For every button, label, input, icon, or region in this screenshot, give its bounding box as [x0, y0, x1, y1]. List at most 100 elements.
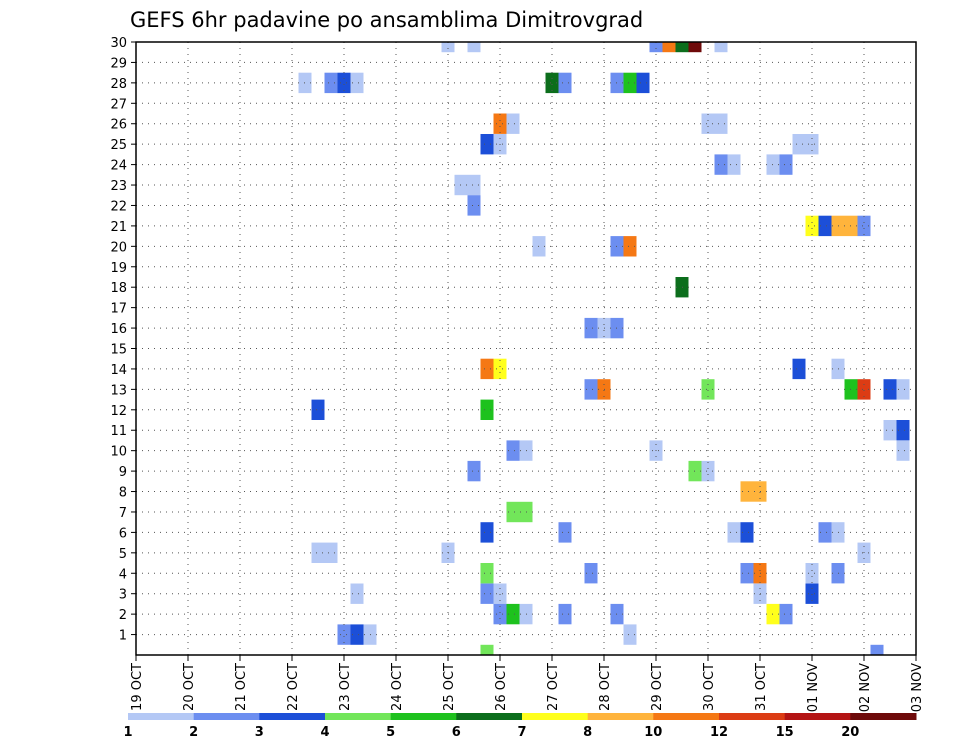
y-tick-label: 28	[110, 77, 127, 92]
data-cell	[805, 563, 819, 584]
data-cell	[701, 113, 715, 134]
y-tick-label: 13	[110, 383, 127, 398]
colorbar-label: 7	[517, 725, 526, 740]
x-axis: 19 OCT 20 OCT 21 OCT 22 OCT 23 OCT 24 OCT 25 O…	[130, 655, 925, 712]
y-tick-label: 8	[119, 486, 127, 501]
colorbar-label: 4	[320, 725, 329, 740]
data-cell	[480, 583, 494, 604]
data-cell	[805, 215, 819, 237]
colorbar-label: 8	[583, 725, 592, 740]
y-tick-label: 29	[110, 56, 127, 71]
data-cell	[818, 215, 832, 237]
x-tick-label: 21 OCT	[234, 663, 249, 711]
colorbar-swatch	[850, 713, 917, 720]
data-cell	[740, 563, 754, 584]
data-cell	[506, 440, 520, 461]
data-cell	[350, 72, 364, 94]
data-cell	[493, 583, 507, 604]
colorbar-label: 10	[644, 725, 662, 740]
data-cell	[350, 583, 364, 604]
data-cell	[506, 113, 520, 134]
data-cell	[480, 563, 494, 584]
data-cell	[467, 195, 481, 216]
y-tick-label: 6	[119, 526, 127, 541]
data-cell	[480, 644, 494, 655]
y-tick-label: 4	[119, 567, 127, 582]
x-tick-label: 28 OCT	[598, 663, 613, 711]
x-tick-label: 26 OCT	[494, 663, 509, 711]
x-tick-label: 02 NOV	[858, 663, 873, 712]
data-cell	[467, 460, 481, 482]
colorbar-swatch	[128, 713, 195, 720]
colorbar-swatch	[719, 713, 786, 720]
x-tick-label: 03 NOV	[910, 663, 925, 712]
y-tick-label: 3	[119, 588, 127, 603]
data-cell	[623, 236, 637, 257]
data-cell	[792, 134, 806, 155]
y-tick-label: 27	[110, 97, 127, 112]
data-cell	[480, 399, 494, 420]
y-tick-label: 22	[110, 199, 127, 214]
colorbar-swatch	[390, 713, 457, 720]
data-cell	[896, 440, 910, 461]
y-tick-label: 25	[110, 138, 127, 153]
data-cell	[623, 624, 637, 645]
data-cell	[740, 481, 754, 502]
data-cell	[584, 317, 598, 339]
data-cell	[584, 379, 598, 400]
data-cell	[688, 42, 702, 53]
data-cell	[896, 379, 910, 400]
x-tick-label: 19 OCT	[130, 663, 145, 711]
colorbar-swatch	[456, 713, 523, 720]
data-cell	[441, 42, 455, 53]
data-cell	[883, 420, 897, 441]
data-cell	[870, 644, 884, 655]
x-tick-label: 20 OCT	[182, 663, 197, 711]
data-cell	[584, 563, 598, 584]
data-cell	[714, 113, 728, 134]
x-tick-label: 27 OCT	[546, 663, 561, 711]
x-tick-label: 25 OCT	[442, 663, 457, 711]
data-cell	[493, 113, 507, 134]
data-cell	[337, 624, 351, 645]
colorbar-swatch	[784, 713, 851, 720]
colorbar-swatch	[587, 713, 654, 720]
y-tick-label: 21	[110, 220, 127, 235]
y-tick-label: 9	[119, 465, 127, 480]
data-cell	[662, 42, 676, 53]
x-tick-label: 30 OCT	[702, 663, 717, 711]
colorbar-label: 15	[776, 725, 794, 740]
x-tick-label: 29 OCT	[650, 663, 665, 711]
y-tick-label: 17	[110, 302, 127, 317]
x-tick-label: 01 NOV	[806, 663, 821, 712]
data-cell	[857, 379, 871, 400]
data-cell	[311, 399, 325, 420]
data-cell	[324, 542, 338, 563]
data-cell	[857, 215, 871, 237]
data-cell	[636, 72, 650, 94]
data-cell	[467, 42, 481, 53]
y-tick-label: 7	[119, 506, 127, 521]
data-cell	[779, 603, 793, 625]
y-tick-label: 5	[119, 547, 127, 562]
colorbar-label: 5	[386, 725, 395, 740]
y-tick-label: 2	[119, 608, 127, 623]
y-tick-label: 1	[119, 629, 127, 644]
data-cell	[818, 522, 832, 543]
data-cell	[714, 154, 728, 175]
y-tick-label: 15	[110, 343, 127, 358]
x-tick-label: 24 OCT	[390, 663, 405, 711]
y-tick-label: 11	[110, 424, 127, 439]
colorbar-swatch	[653, 713, 720, 720]
data-cell	[480, 522, 494, 543]
data-cell	[623, 72, 637, 94]
y-tick-label: 26	[110, 118, 127, 133]
data-cell	[740, 522, 754, 543]
data-cell	[558, 603, 572, 625]
y-tick-label: 23	[110, 179, 127, 194]
data-cell	[558, 522, 572, 543]
colorbar-label: 6	[452, 725, 461, 740]
colorbar-swatch	[325, 713, 392, 720]
colorbar-label: 20	[841, 725, 859, 740]
